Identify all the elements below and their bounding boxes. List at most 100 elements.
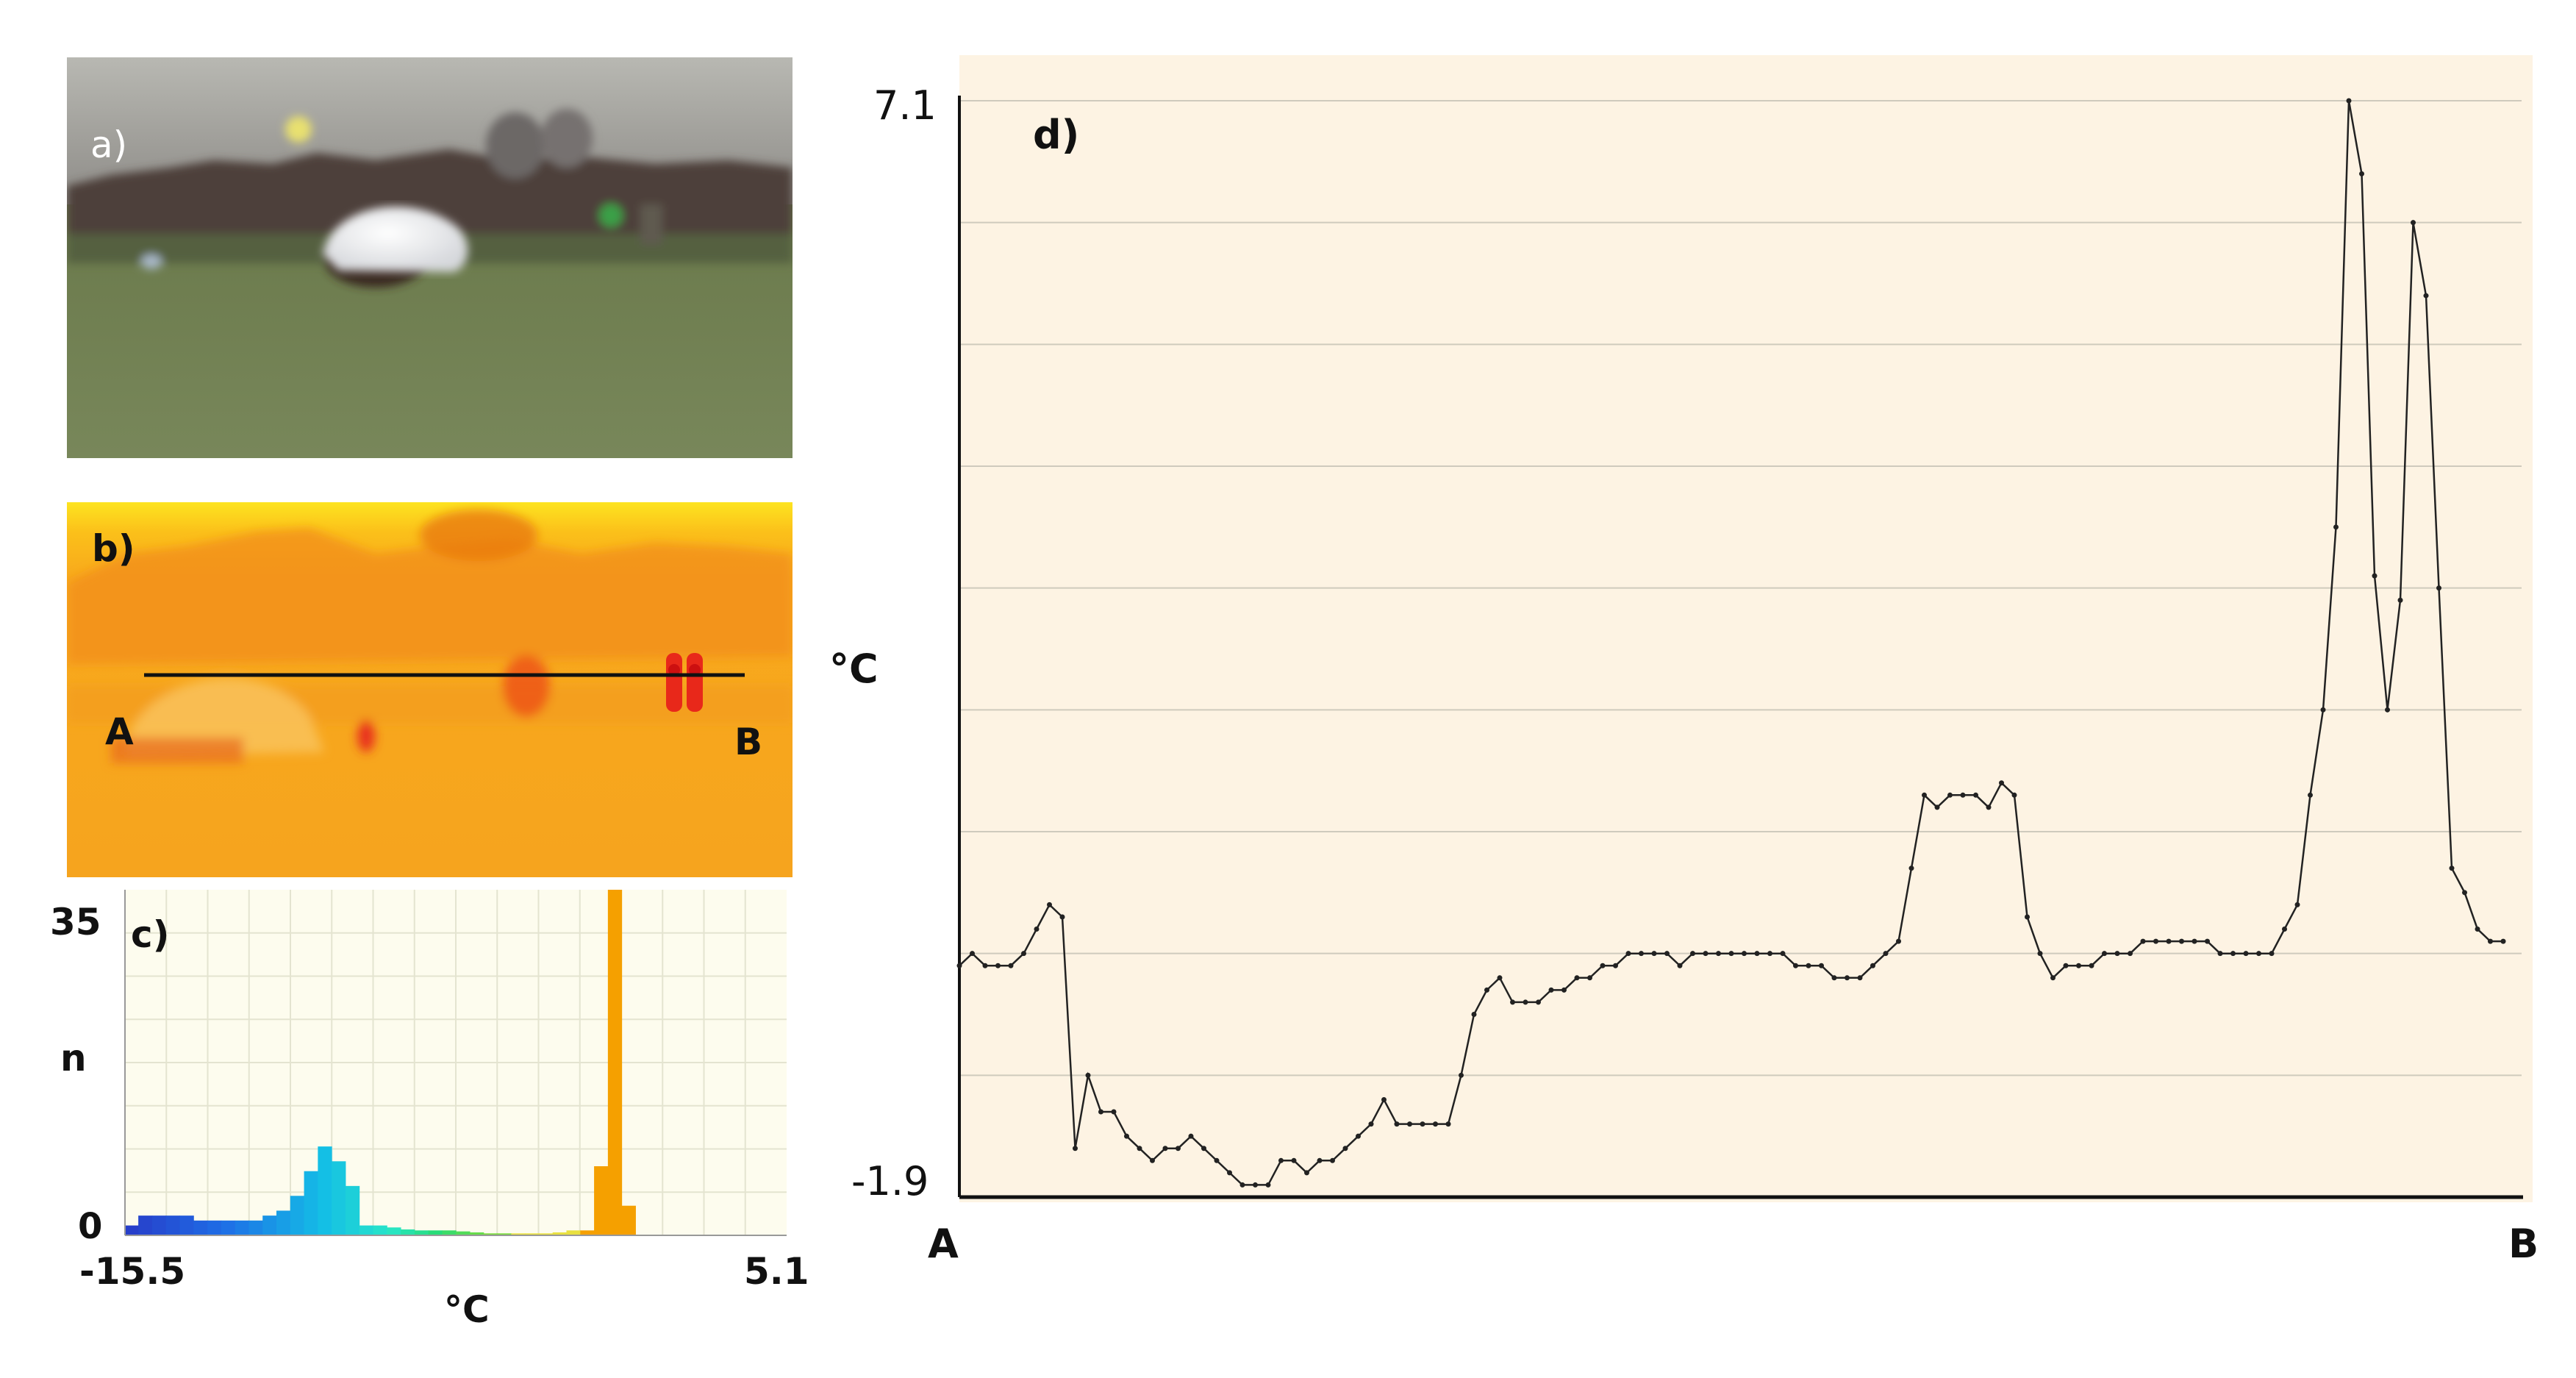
histogram-bar — [607, 890, 623, 1235]
profile-point — [2449, 865, 2455, 871]
profile-point — [1587, 975, 1592, 981]
histogram-bar — [525, 1233, 540, 1235]
profile-point — [1548, 987, 1554, 993]
histogram-ytick-top: 35 — [50, 901, 101, 943]
profile-point — [1239, 1182, 1245, 1188]
profile-point — [1433, 1121, 1438, 1127]
histogram-xtick-right: 5.1 — [744, 1250, 809, 1293]
histogram-ylabel: n — [60, 1037, 87, 1079]
histogram-bar — [511, 1233, 526, 1235]
profile-point — [1098, 1109, 1103, 1115]
profile-point — [2411, 220, 2416, 226]
profile-point — [1162, 1146, 1168, 1152]
profile-point — [1368, 1121, 1374, 1127]
profile-point — [1407, 1121, 1412, 1127]
profile-point — [1188, 1133, 1194, 1139]
profile-point — [1536, 999, 1541, 1005]
profile-point — [1896, 938, 1901, 944]
profile-point — [1883, 951, 1889, 957]
histogram-xtick-left: -15.5 — [79, 1250, 186, 1293]
thermal-image — [67, 502, 793, 877]
histogram-bar — [387, 1227, 401, 1235]
histogram-bar — [179, 1215, 194, 1235]
profile-point — [1073, 1146, 1078, 1152]
profile-point — [2500, 938, 2506, 944]
histogram-bar — [497, 1233, 512, 1235]
profile-point — [1265, 1182, 1271, 1188]
histogram-bar — [483, 1233, 498, 1235]
profile-plot-area — [959, 55, 2533, 1202]
profile-point — [2488, 938, 2493, 944]
profile-point — [1742, 951, 1747, 957]
profile-point — [1664, 951, 1670, 957]
profile-point — [1278, 1157, 1284, 1163]
histogram-bar — [207, 1220, 222, 1235]
profile-point — [1356, 1133, 1361, 1139]
profile-point — [1780, 951, 1786, 957]
histogram-bar — [318, 1146, 332, 1235]
profile-point — [2179, 938, 2184, 944]
histogram-bar — [304, 1171, 318, 1235]
profile-point — [1445, 1121, 1451, 1127]
profile-point — [1651, 951, 1657, 957]
histogram-bar — [401, 1229, 415, 1235]
profile-point — [1394, 1121, 1400, 1127]
profile-point — [1059, 914, 1065, 920]
panel-b-label: b) — [92, 527, 135, 570]
profile-ylabel: °C — [829, 646, 879, 692]
histogram-bar — [428, 1230, 443, 1235]
profile-point — [1484, 987, 1489, 993]
histogram-bar — [359, 1225, 373, 1235]
histogram-bar — [235, 1220, 249, 1235]
histogram-bar — [538, 1233, 554, 1235]
profile-point — [995, 963, 1001, 968]
histogram-bar — [138, 1215, 153, 1235]
profile-point — [1845, 975, 1850, 981]
profile-xtick-right: B — [2508, 1221, 2539, 1267]
profile-point — [1561, 987, 1567, 993]
profile-point — [2128, 951, 2133, 957]
profile-point — [1703, 951, 1709, 957]
profile-point — [2308, 792, 2313, 798]
histogram-bar — [414, 1230, 429, 1235]
profile-point — [2102, 951, 2107, 957]
profile-point — [1034, 927, 1040, 932]
profile-point — [2256, 951, 2261, 957]
profile-point — [1317, 1157, 1323, 1163]
profile-point — [2475, 927, 2480, 932]
profile-point — [1999, 780, 2004, 786]
histogram-bar — [276, 1210, 291, 1235]
profile-point — [2269, 951, 2275, 957]
histogram-bar — [594, 1166, 609, 1235]
histogram-bar — [248, 1220, 263, 1235]
profile-point — [2294, 902, 2300, 907]
profile-point — [2333, 524, 2339, 530]
histogram-bar — [290, 1196, 305, 1235]
transect-start-label: A — [105, 710, 134, 753]
profile-point — [2153, 938, 2158, 944]
profile-point — [1021, 951, 1026, 957]
histogram-bar — [566, 1230, 581, 1235]
profile-point — [1819, 963, 1824, 968]
panel-b-thermal: b) A B — [67, 502, 793, 877]
profile-point — [1947, 792, 1953, 798]
profile-point — [2217, 951, 2223, 957]
histogram-bar — [165, 1215, 180, 1235]
profile-point — [2462, 890, 2467, 896]
profile-point — [1831, 975, 1837, 981]
histogram-ytick-bottom: 0 — [78, 1206, 103, 1247]
profile-point — [1047, 902, 1052, 907]
profile-point — [1291, 1157, 1297, 1163]
profile-point — [2025, 914, 2030, 920]
panel-a-label: a) — [90, 124, 128, 166]
profile-point — [2037, 951, 2043, 957]
histogram-bar — [332, 1161, 346, 1235]
profile-point — [1806, 963, 1811, 968]
profile-point — [2114, 951, 2120, 957]
profile-point — [956, 963, 962, 968]
profile-ytick-top: 7.1 — [873, 82, 937, 129]
profile-point — [1253, 1182, 1258, 1188]
histogram-bar — [124, 1225, 139, 1235]
profile-point — [1381, 1096, 1387, 1102]
